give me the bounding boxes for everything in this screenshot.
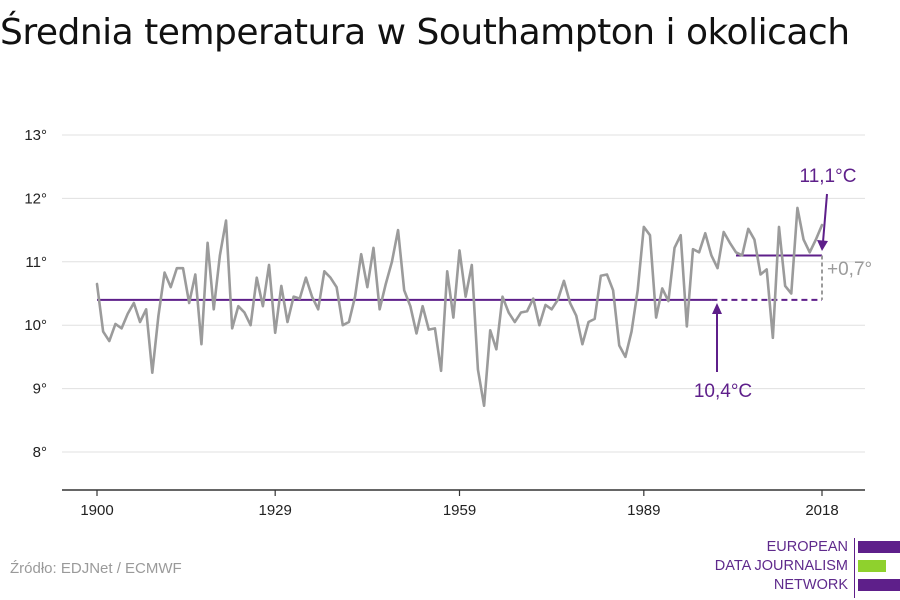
baseline-label: 10,4°C (694, 381, 752, 402)
y-tick-label: 9° (33, 381, 47, 398)
recent-label: 11,1°C (800, 166, 857, 187)
annotations: 10,4°C 11,1°C +0,7° (694, 166, 872, 402)
logo-rule (854, 538, 855, 598)
baseline-arrowhead (712, 303, 722, 314)
logo-bar-bottom (858, 579, 900, 591)
x-tick-label: 1959 (443, 502, 476, 519)
logo-line-1: EUROPEAN (766, 539, 848, 555)
temperature-series-line (95, 206, 824, 408)
grid: 8° 9° 10° 11° 12° 13° (24, 127, 865, 461)
series (95, 206, 824, 408)
y-tick-label: 11° (25, 254, 47, 271)
recent-arrow (822, 193, 828, 243)
logo-line-3: NETWORK (773, 577, 848, 593)
y-tick-label: 12° (24, 190, 47, 207)
recent-arrowhead (817, 240, 828, 251)
y-tick-label: 8° (33, 444, 47, 461)
y-tick-label: 10° (24, 317, 47, 334)
logo-bar-middle (858, 560, 886, 572)
reference-lines (97, 254, 823, 301)
logo-line-2: DATA JOURNALISM (714, 558, 848, 574)
difference-label: +0,7° (827, 259, 872, 280)
x-tick-label: 1900 (80, 502, 113, 519)
logo-text: EUROPEAN DATA JOURNALISM NETWORK (715, 538, 848, 595)
chart-title: Średnia temperatura w Southampton i okol… (0, 12, 850, 53)
x-tick-label: 1929 (258, 502, 291, 519)
x-tick-label: 2018 (805, 502, 838, 519)
source-note: Źródło: EDJNet / ECMWF (10, 560, 182, 577)
y-tick-label: 13° (24, 127, 47, 144)
logo-bar-top (858, 541, 900, 553)
edjnet-logo: EUROPEAN DATA JOURNALISM NETWORK (708, 538, 900, 598)
x-axis: 1900 1929 1959 1989 2018 (62, 489, 865, 519)
x-tick-label: 1989 (627, 502, 660, 519)
